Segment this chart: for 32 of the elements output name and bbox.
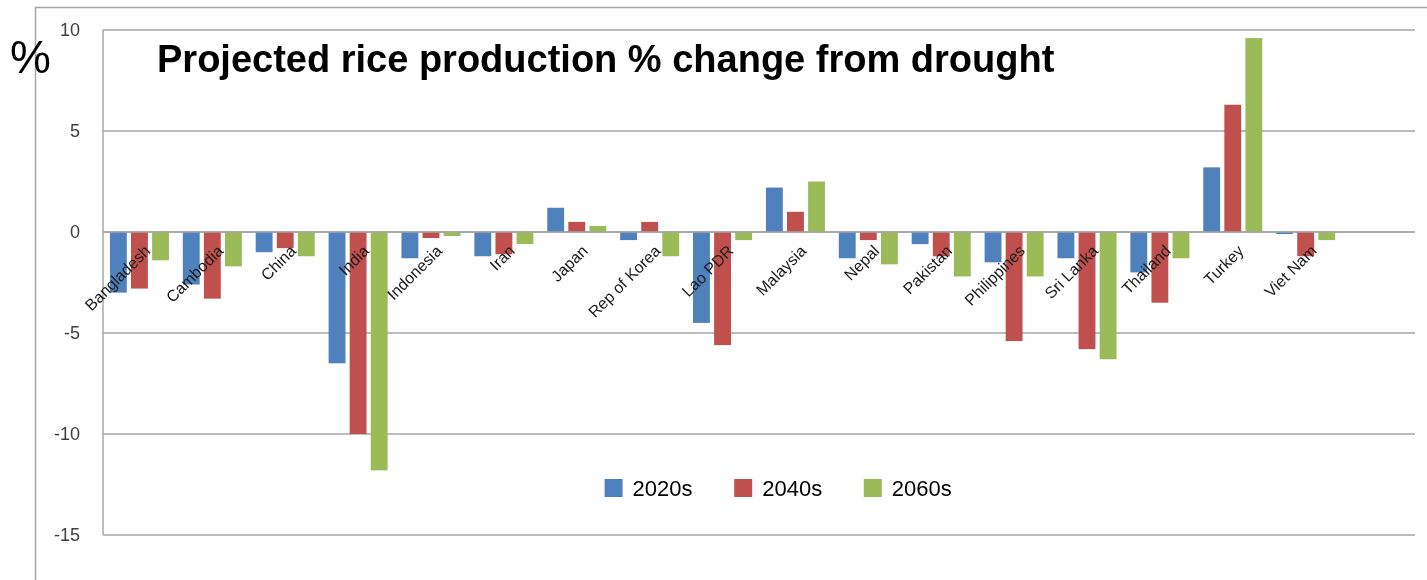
bar xyxy=(641,221,659,232)
bar xyxy=(1224,104,1242,232)
y-tick-label: -5 xyxy=(63,323,80,344)
bar xyxy=(765,187,783,232)
bar xyxy=(276,232,294,249)
y-axis-title: % xyxy=(10,31,51,83)
bar xyxy=(1172,232,1190,259)
bar xyxy=(152,232,169,261)
bar xyxy=(1026,232,1044,277)
bar xyxy=(880,232,898,265)
bar xyxy=(787,211,804,232)
bar xyxy=(297,232,315,257)
bar xyxy=(662,232,680,257)
bar xyxy=(224,232,242,267)
legend-label: 2060s xyxy=(891,475,952,501)
y-tick-label: 5 xyxy=(69,121,80,142)
y-tick-label: -15 xyxy=(53,525,80,546)
x-tick-label: Iran xyxy=(486,242,518,274)
bar xyxy=(547,207,565,232)
bar xyxy=(370,232,388,471)
bar xyxy=(1099,232,1117,360)
y-tick-label: -10 xyxy=(53,424,80,445)
y-tick-label: 10 xyxy=(59,20,80,41)
legend-label: 2020s xyxy=(632,475,693,501)
bar xyxy=(911,232,929,245)
y-tick-label: 0 xyxy=(69,222,80,243)
legend-label: 2040s xyxy=(762,475,823,501)
chart-title: Projected rice production % change from drought xyxy=(157,38,1055,80)
bar xyxy=(568,221,586,232)
bar xyxy=(1245,38,1263,232)
bar xyxy=(1203,167,1221,232)
bar xyxy=(808,181,825,232)
